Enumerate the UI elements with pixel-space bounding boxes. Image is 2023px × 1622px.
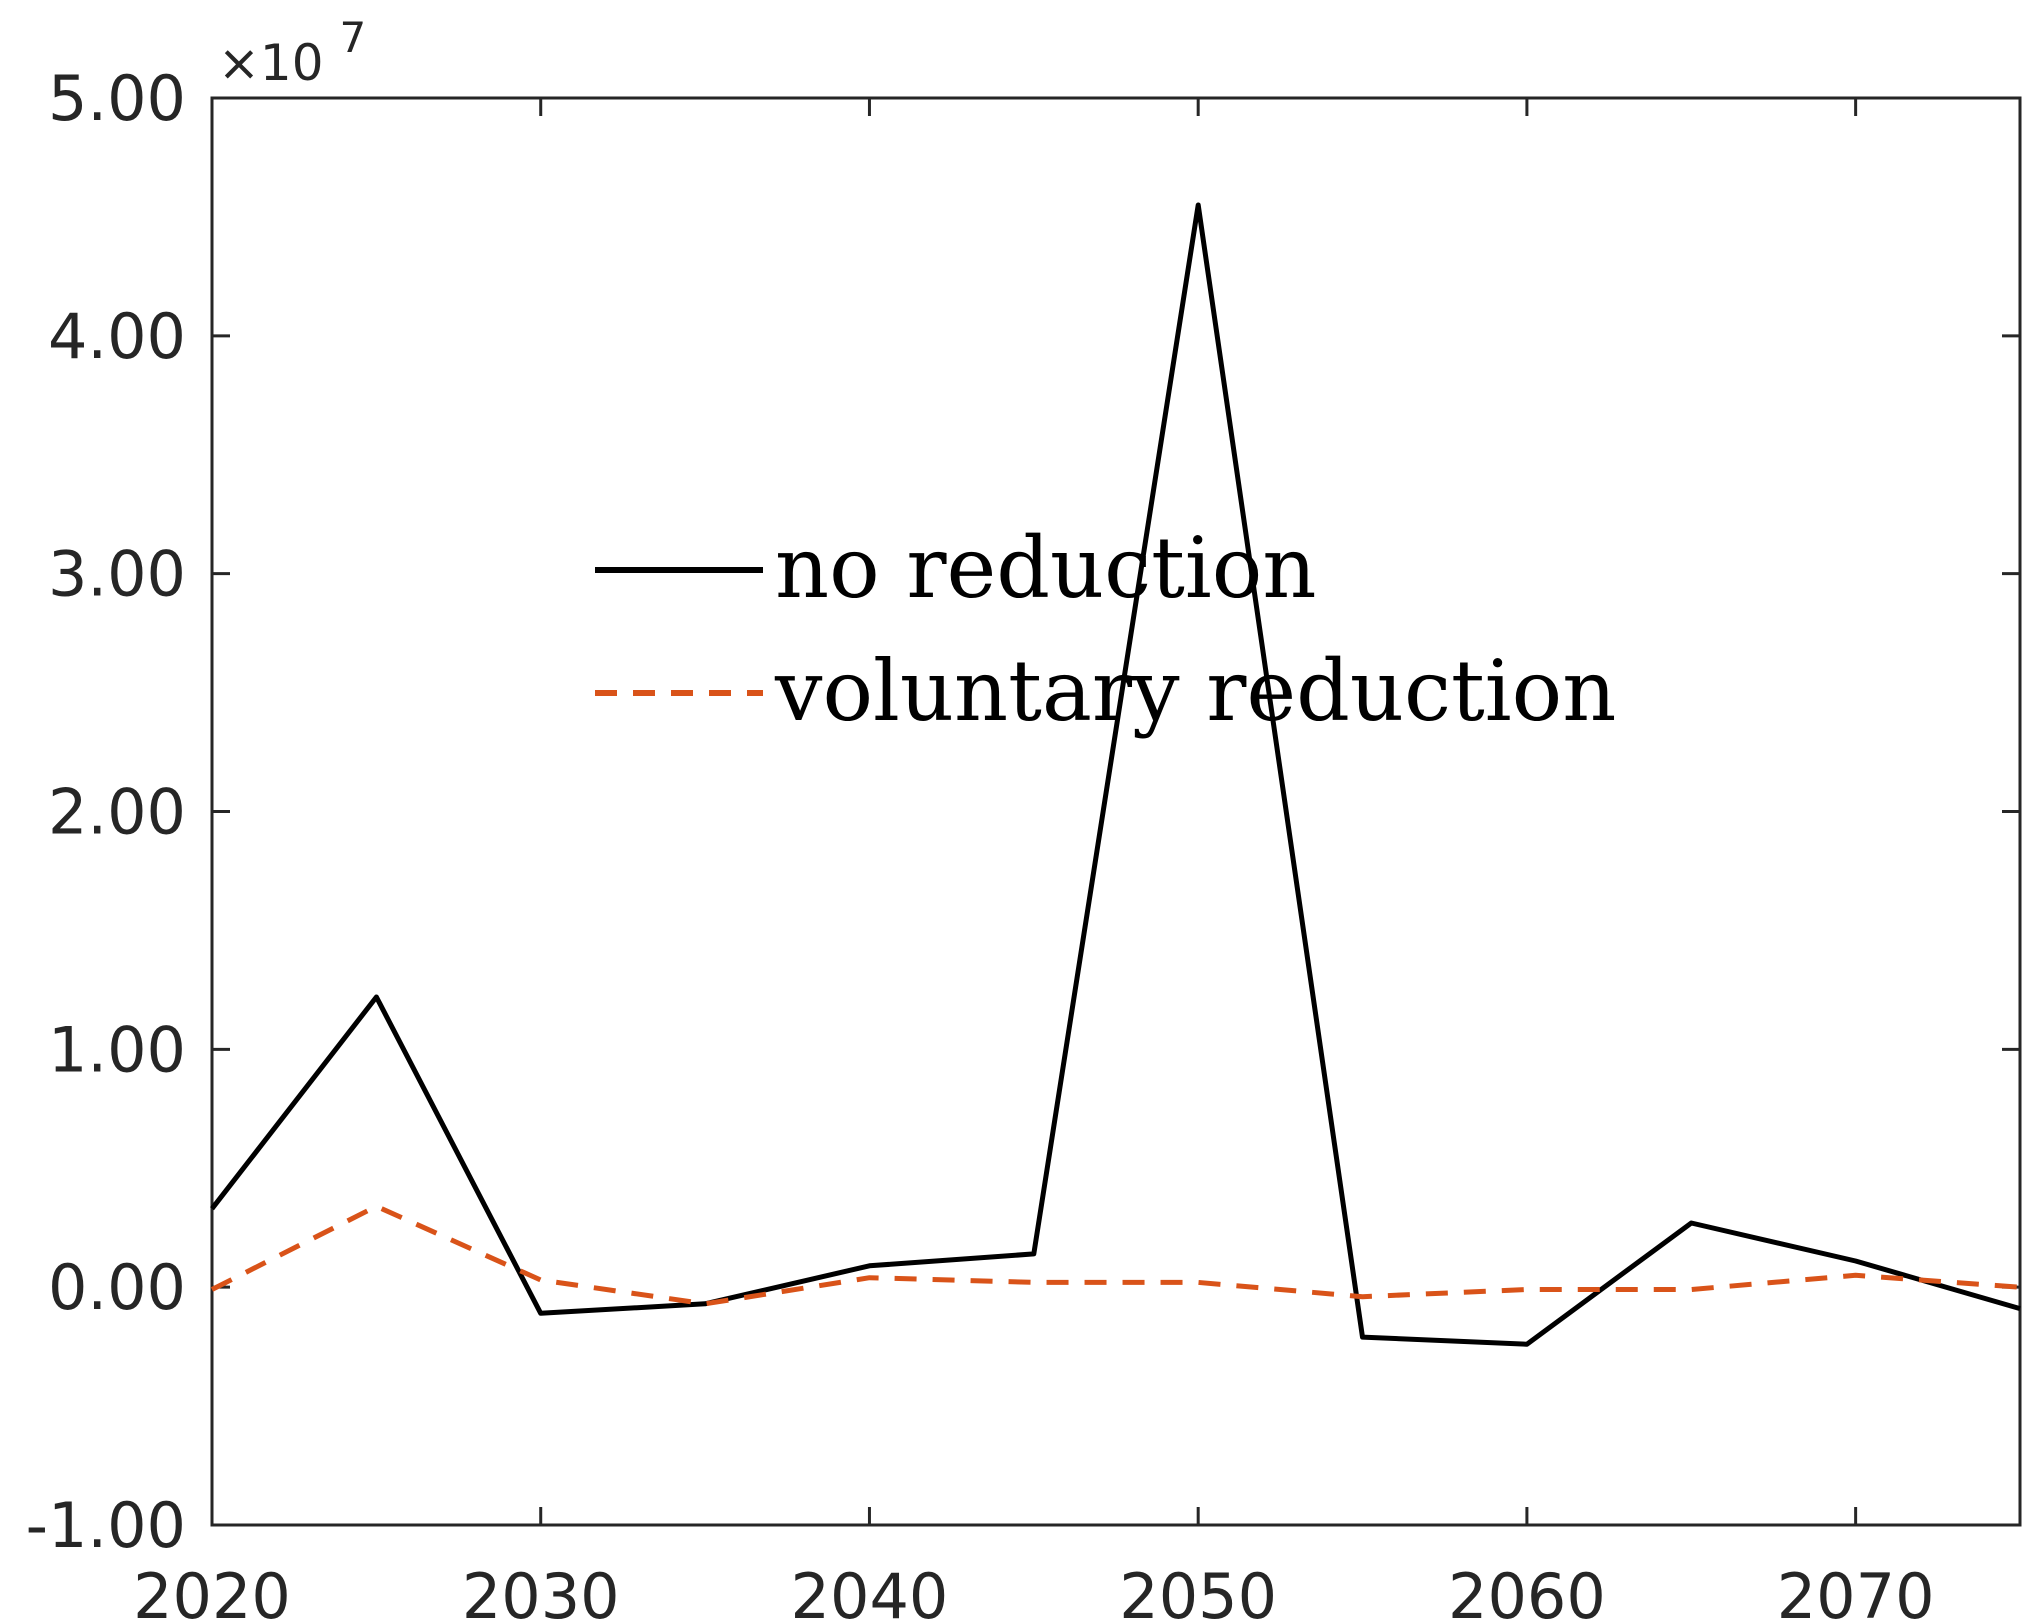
y-tick-label: 2.00 xyxy=(48,776,186,849)
y-exponent-prefix: ×10 xyxy=(218,34,324,92)
y-tick-label: 3.00 xyxy=(48,538,186,611)
legend-label-1: voluntary reduction xyxy=(774,642,1616,740)
legend-label-0: no reduction xyxy=(775,519,1316,617)
y-tick-label: 5.00 xyxy=(48,62,186,135)
y-tick-label: -1.00 xyxy=(26,1489,186,1562)
y-exponent-label: ×10 7 xyxy=(218,13,366,92)
legend: no reduction voluntary reduction xyxy=(595,519,1616,740)
y-exponent-power: 7 xyxy=(339,13,366,62)
x-tick-label: 2020 xyxy=(133,1560,291,1622)
x-axis-ticks: 2020 2030 2040 2050 2060 2070 xyxy=(133,98,1935,1622)
x-tick-label: 2040 xyxy=(791,1560,949,1622)
x-tick-label: 2030 xyxy=(462,1560,620,1622)
series-layer xyxy=(210,202,2021,1347)
y-axis-ticks: -1.00 0.00 1.00 2.00 3.00 4.00 5.00 xyxy=(26,62,2020,1562)
y-tick-label: 0.00 xyxy=(48,1251,186,1324)
plot-area xyxy=(210,96,2022,1527)
x-tick-label: 2060 xyxy=(1448,1560,1606,1622)
x-tick-label: 2050 xyxy=(1119,1560,1277,1622)
series-line-0 xyxy=(210,202,2021,1347)
y-tick-label: 1.00 xyxy=(48,1013,186,1086)
x-tick-label: 2070 xyxy=(1777,1560,1935,1622)
y-tick-label: 4.00 xyxy=(48,300,186,373)
